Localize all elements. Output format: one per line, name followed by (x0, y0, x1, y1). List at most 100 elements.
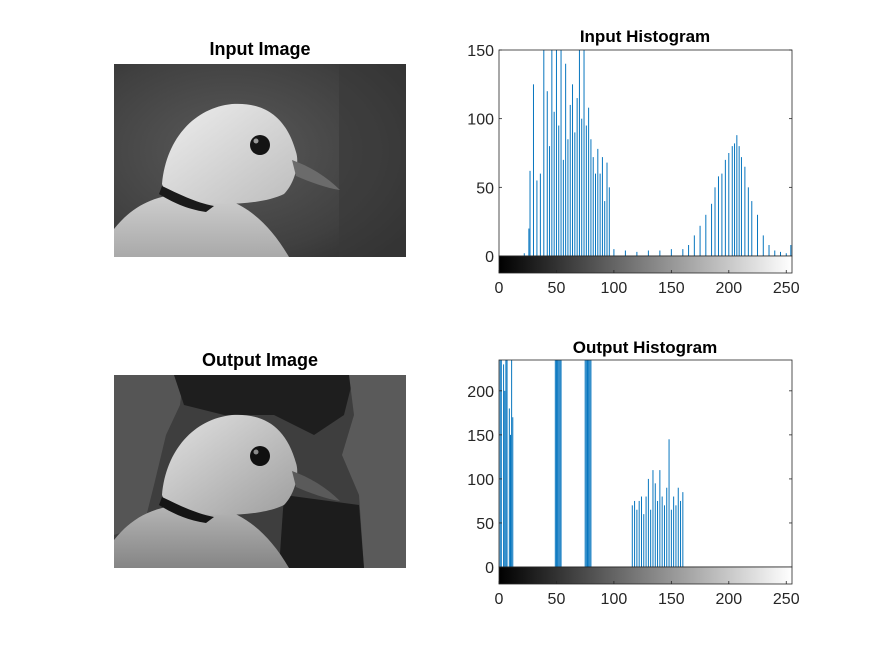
input-hist-bar (558, 125, 560, 256)
input-hist-bar (624, 250, 626, 256)
output-hist-bar (670, 509, 672, 567)
input-hist-xtick-label: 0 (495, 280, 504, 297)
input-hist-bar (762, 235, 764, 256)
input-hist-bar (724, 159, 726, 256)
input-hist-bar (583, 50, 585, 256)
output-hist-bar (590, 360, 592, 567)
output-hist-xtick-label: 100 (601, 591, 628, 608)
input-hist-bar (549, 146, 551, 256)
input-image-head (162, 103, 298, 204)
output-image-beak (292, 471, 340, 501)
output-hist-bar (557, 360, 559, 567)
input-hist-bar (606, 162, 608, 256)
input-hist-xtick-label: 150 (658, 280, 685, 297)
output-hist-bar (499, 360, 501, 567)
input-hist-bar (529, 170, 531, 256)
input-hist-bar (717, 176, 719, 256)
input-hist-bar (682, 249, 684, 256)
input-hist-bar (711, 203, 713, 256)
output-image-body (114, 504, 289, 568)
input-hist-bar (562, 159, 564, 256)
output-hist-bar (508, 408, 510, 567)
input-hist-bar (740, 157, 742, 256)
input-hist-ytick-label: 50 (476, 180, 494, 197)
output-hist-bar (654, 483, 656, 567)
output-image-title: Output Image (202, 350, 318, 370)
output-hist-bar (661, 496, 663, 567)
input-hist-bar (670, 249, 672, 256)
input-image-title: Input Image (209, 39, 311, 59)
output-hist-bar (505, 360, 507, 567)
input-hist-bar (597, 148, 599, 256)
input-hist-bar (536, 180, 538, 256)
output-hist-bar (657, 500, 659, 567)
input-hist-bar (599, 173, 601, 256)
output-hist-bar (643, 514, 645, 567)
input-hist-bar (747, 187, 749, 256)
input-hist-bar (738, 146, 740, 256)
output-hist-colorbar (498, 566, 793, 585)
output-hist-ytick-label: 200 (467, 384, 494, 401)
input-hist-bar (539, 173, 541, 256)
input-hist-bar (721, 173, 723, 256)
input-hist-bar (736, 135, 738, 256)
input-hist-xtick-label: 100 (601, 280, 628, 297)
output-hist-bar (503, 364, 505, 567)
input-histogram-title: Input Histogram (580, 27, 710, 46)
output-hist-bar (640, 496, 642, 567)
input-hist-bar (688, 245, 690, 256)
input-hist-bar (581, 118, 583, 256)
input-hist-bar (751, 201, 753, 256)
input-hist-bar (780, 251, 781, 256)
input-hist-bar (744, 166, 746, 256)
output-hist-xtick-label: 150 (658, 591, 685, 608)
input-hist-bar (601, 157, 603, 256)
input-hist-bar (774, 250, 776, 256)
input-histogram: 0 50 100 150 0 50 100 150 200 250 (467, 43, 799, 297)
output-hist-ytick-label: 50 (476, 516, 494, 533)
output-hist-ytick-label: 150 (467, 428, 494, 445)
input-hist-bar (734, 143, 736, 256)
input-hist-colorbar (498, 255, 793, 274)
output-hist-xtick-label: 0 (495, 591, 504, 608)
output-histogram-title: Output Histogram (573, 338, 718, 357)
input-hist-bar (551, 50, 553, 256)
input-hist-bar (768, 245, 770, 256)
input-hist-bar (790, 245, 792, 256)
output-hist-bar (504, 390, 506, 567)
input-image (114, 64, 406, 257)
input-hist-bar (588, 107, 590, 257)
input-hist-bar (555, 50, 557, 256)
input-image-collar (159, 186, 214, 212)
output-hist-bar (668, 439, 670, 567)
input-hist-bar (565, 63, 567, 257)
output-histogram: 0 50 100 150 200 0 50 100 150 200 250 (467, 359, 800, 608)
input-hist-bar (532, 84, 534, 256)
input-hist-bar (576, 98, 578, 256)
input-hist-bar (592, 157, 594, 256)
output-hist-bar (680, 500, 682, 567)
input-hist-bar (543, 50, 545, 256)
input-hist-bar (523, 253, 525, 256)
output-hist-xtick-label: 250 (773, 591, 800, 608)
input-hist-xtick-label: 50 (548, 280, 566, 297)
input-hist-bar (578, 50, 580, 256)
input-hist-bar (572, 84, 574, 256)
input-hist-bar (699, 225, 701, 256)
output-hist-bar (560, 360, 562, 567)
output-image-collar (159, 497, 214, 523)
input-hist-xtick-label: 200 (715, 280, 742, 297)
input-hist-bar (757, 214, 759, 256)
output-hist-bar (634, 500, 636, 567)
output-hist-bar (663, 505, 665, 567)
output-hist-bar (510, 434, 511, 567)
output-hist-bar (555, 360, 557, 567)
input-hist-bar (546, 91, 548, 256)
output-hist-bar (666, 487, 668, 567)
input-hist-bar (714, 187, 716, 256)
output-hist-ytick-label: 0 (485, 560, 494, 577)
input-hist-bar (574, 132, 576, 256)
input-hist-bar (553, 111, 555, 256)
output-hist-bar (645, 496, 647, 567)
output-hist-bar (652, 470, 654, 567)
